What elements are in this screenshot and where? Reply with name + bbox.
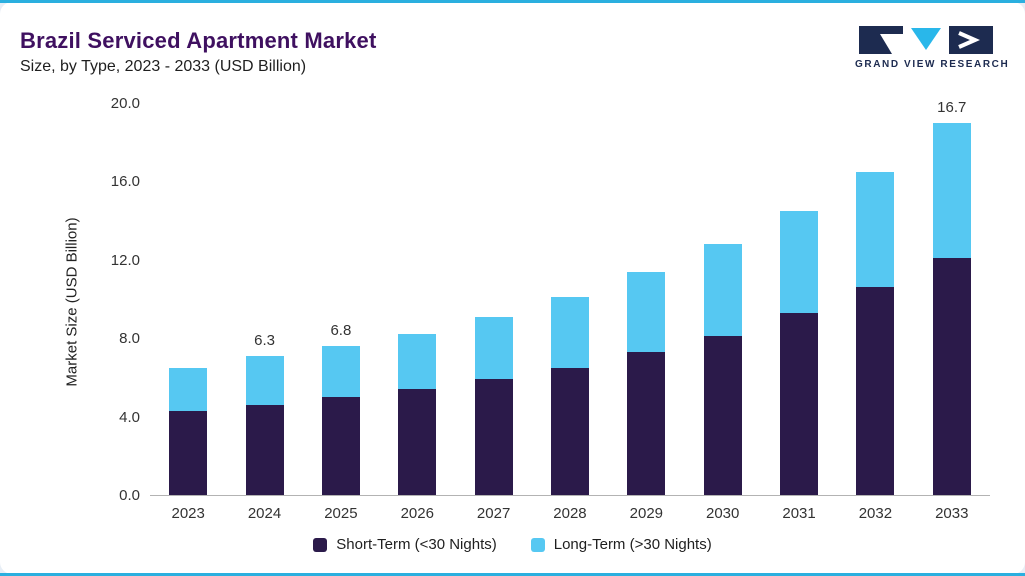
logo-text: GRAND VIEW RESEARCH — [855, 59, 1010, 70]
bar-segment-long-term — [474, 316, 513, 380]
x-axis-label: 2033 — [935, 505, 969, 522]
stacked-bar — [398, 334, 437, 495]
y-tick-label: 12.0 — [110, 251, 140, 269]
stacked-bar — [169, 367, 208, 495]
x-axis-label: 2024 — [247, 505, 282, 522]
stacked-bar — [321, 346, 360, 495]
x-axis-label: 2027 — [476, 505, 511, 522]
bar-segment-long-term — [703, 244, 742, 337]
bottom-accent-line — [0, 573, 1025, 576]
bar-segment-long-term — [856, 171, 895, 288]
stacked-bar — [932, 122, 971, 495]
x-axis-label: 2031 — [782, 505, 816, 522]
bar-segment-short-term — [703, 336, 742, 495]
stacked-bar — [245, 355, 284, 495]
bar-group-2025: 6.8 — [303, 104, 379, 495]
plot-area: 6.3 6.8 16.7 — [150, 99, 990, 496]
bar-segment-short-term — [474, 379, 513, 495]
x-axis-label: 2032 — [858, 505, 893, 522]
bar-segment-long-term — [780, 210, 819, 313]
legend-item-long-term: Long-Term (>30 Nights) — [530, 536, 712, 553]
bar-segment-long-term — [627, 271, 666, 352]
bar-segment-short-term — [321, 397, 360, 495]
bar-value-label: 16.7 — [937, 98, 967, 116]
bar-segment-long-term — [245, 355, 284, 405]
bar-segment-long-term — [169, 367, 208, 411]
stacked-bar — [627, 271, 666, 495]
x-axis-label: 2026 — [400, 505, 434, 522]
bar-group-2033: 16.7 — [914, 99, 990, 495]
bar-segment-long-term — [550, 297, 589, 368]
bar-segment-short-term — [627, 351, 666, 495]
bar-segment-short-term — [856, 287, 895, 495]
bar-segment-short-term — [932, 257, 971, 495]
x-axis-label: 2023 — [171, 505, 205, 522]
stacked-bar — [856, 171, 895, 495]
bar-segment-long-term — [321, 346, 360, 397]
bar-segment-long-term — [398, 334, 437, 390]
grand-view-research-logo: GRAND VIEW RESEARCH — [855, 26, 1010, 70]
bar-segment-long-term — [932, 122, 971, 258]
bar-segment-short-term — [398, 389, 437, 495]
bar-group-2028 — [532, 104, 608, 495]
page-subtitle: Size, by Type, 2023 - 2033 (USD Billion) — [20, 58, 307, 75]
bar-group-2026 — [379, 104, 455, 495]
legend-label: Long-Term (>30 Nights) — [553, 536, 712, 553]
stacked-bar — [550, 297, 589, 495]
x-axis-label: 2030 — [706, 505, 740, 522]
x-axis-label: 2029 — [629, 505, 664, 522]
y-tick-label: 8.0 — [119, 330, 140, 348]
bar-group-2032 — [837, 104, 913, 495]
bar-group-2024: 6.3 — [226, 104, 302, 495]
legend-swatch-long-term — [530, 537, 545, 552]
x-axis-label: 2028 — [553, 505, 587, 522]
legend-label: Short-Term (<30 Nights) — [336, 536, 497, 553]
x-axis-label: 2025 — [324, 505, 358, 522]
y-axis-title: Market Size (USD Billion) — [63, 217, 81, 387]
chart-legend: Short-Term (<30 Nights) Long-Term (>30 Ni… — [0, 536, 1025, 553]
bar-value-label: 6.8 — [330, 322, 352, 340]
bar-segment-short-term — [780, 312, 819, 495]
y-tick-label: 0.0 — [119, 487, 140, 504]
bar-value-label: 6.3 — [254, 331, 275, 349]
top-accent-line — [0, 0, 1025, 3]
y-tick-label: 20.0 — [110, 95, 140, 112]
bar-segment-short-term — [169, 410, 208, 495]
stacked-bar — [703, 244, 742, 495]
bar-group-2023 — [150, 104, 226, 495]
bar-group-2029 — [608, 104, 684, 495]
stacked-bar — [474, 316, 513, 495]
bar-group-2027 — [455, 104, 531, 495]
x-axis-labels: 2023 2024 2025 2026 2027 2028 2029 2030 2031 2032… — [150, 505, 990, 522]
legend-swatch-short-term — [313, 537, 328, 552]
legend-item-short-term: Short-Term (<30 Nights) — [313, 536, 497, 553]
bar-group-2031 — [761, 104, 837, 495]
bar-group-2030 — [685, 104, 761, 495]
page-title: Brazil Serviced Apartment Market — [20, 28, 377, 53]
y-tick-label: 4.0 — [119, 408, 140, 426]
stacked-bar — [780, 210, 819, 495]
bar-segment-short-term — [245, 404, 284, 495]
logo-mark-icon — [859, 26, 993, 54]
bar-segment-short-term — [550, 367, 589, 495]
y-tick-label: 16.0 — [110, 173, 140, 191]
